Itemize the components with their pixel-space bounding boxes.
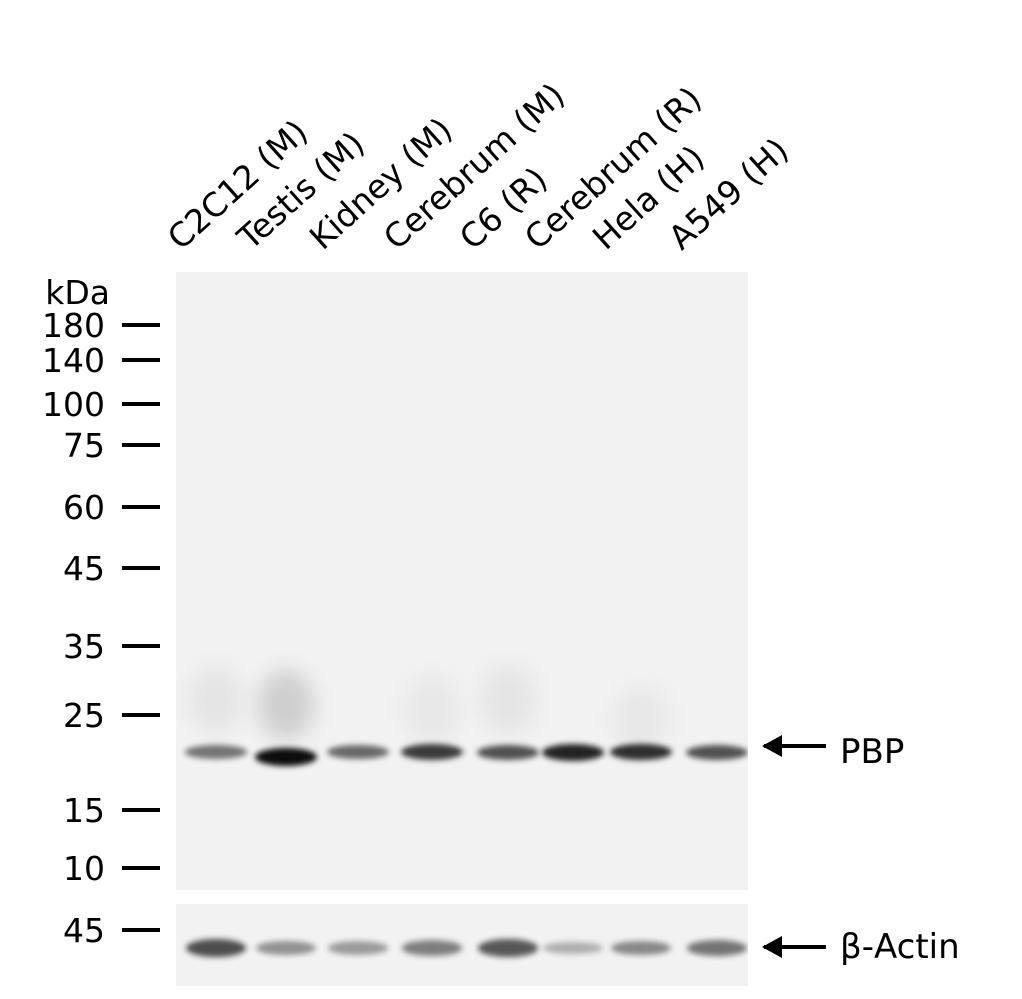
marker-label: 25	[63, 696, 105, 735]
unit-label: kDa	[45, 273, 110, 312]
pbp-band	[542, 743, 604, 761]
actin-arrow-icon	[762, 936, 826, 958]
actin-band	[611, 940, 671, 956]
loading-marker-label: 45	[63, 911, 105, 950]
marker-label: 10	[63, 849, 105, 888]
marker-tick	[122, 323, 160, 327]
marker-tick	[122, 358, 160, 362]
pbp-blot-panel	[176, 272, 748, 890]
pbp-band	[327, 745, 389, 759]
actin-band	[328, 941, 388, 955]
actin-band	[402, 940, 462, 956]
marker-label: 180	[42, 306, 105, 345]
marker-tick	[122, 505, 160, 509]
marker-label: 60	[63, 488, 105, 527]
marker-tick	[122, 402, 160, 406]
background-smear	[258, 670, 314, 740]
actin-band	[543, 941, 603, 955]
marker-label: 35	[63, 627, 105, 666]
marker-tick	[122, 808, 160, 812]
actin-blot-panel	[176, 904, 748, 986]
background-smear	[613, 685, 669, 755]
marker-label: 75	[63, 426, 105, 465]
marker-tick	[122, 443, 160, 447]
pbp-band	[185, 745, 247, 759]
marker-tick	[122, 866, 160, 870]
marker-label: 140	[42, 341, 105, 380]
pbp-label: PBP	[840, 732, 905, 772]
background-smear	[404, 675, 460, 745]
actin-label: β-Actin	[840, 927, 960, 967]
marker-tick	[122, 928, 160, 932]
background-smear	[188, 665, 244, 735]
actin-band	[478, 939, 538, 957]
marker-tick	[122, 644, 160, 648]
actin-band	[186, 938, 246, 958]
marker-tick	[122, 713, 160, 717]
pbp-arrow-icon	[762, 735, 826, 757]
pbp-band	[255, 748, 317, 766]
marker-label: 45	[63, 549, 105, 588]
actin-band	[256, 941, 316, 955]
pbp-band	[610, 743, 672, 761]
pbp-band	[686, 744, 748, 760]
marker-label: 15	[63, 791, 105, 830]
pbp-band	[477, 744, 539, 760]
pbp-band	[401, 744, 463, 760]
background-smear	[480, 665, 536, 735]
marker-label: 100	[42, 385, 105, 424]
marker-tick	[122, 566, 160, 570]
actin-band	[687, 940, 747, 956]
